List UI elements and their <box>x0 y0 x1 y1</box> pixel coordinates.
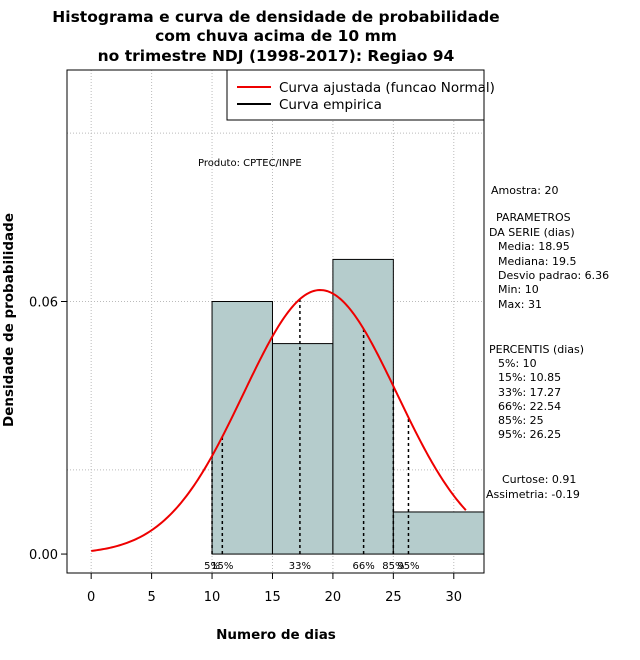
percentile-5: 5%: 10 <box>498 357 537 370</box>
percentile-85: 85%: 25 <box>498 414 544 427</box>
chart-title-line-3: no trimestre NDJ (1998-2017): Regiao 94 <box>98 47 455 65</box>
percentiles-title: PERCENTIS (dias) <box>489 343 584 356</box>
histogram-bar <box>392 511 485 555</box>
percentile-95: 95%: 26.25 <box>498 428 561 441</box>
stat-max: Max: 31 <box>498 298 542 311</box>
legend-label-fitted: Curva ajustada (funcao Normal) <box>279 80 495 96</box>
stat-min: Min: 10 <box>498 283 539 296</box>
legend-box <box>226 69 485 121</box>
params-title-1: PARAMETROS <box>496 211 571 224</box>
chart-title-line-1: Histograma e curva de densidade de proba… <box>52 8 499 26</box>
params-title-2: DA SERIE (dias) <box>489 226 575 239</box>
y-axis-label: Densidade de probabilidade <box>1 213 17 427</box>
x-tick-label: 5 <box>147 590 155 605</box>
x-tick-label: 25 <box>385 590 402 605</box>
grid-layer <box>67 70 484 573</box>
x-tick-label: 0 <box>87 590 95 605</box>
bars-layer <box>211 258 485 555</box>
sample-size-text: Amostra: 20 <box>491 184 558 197</box>
percentile-33: 33%: 17.27 <box>498 386 561 399</box>
percentile-label: 15% <box>211 561 233 572</box>
stat-median: Mediana: 19.5 <box>498 255 576 268</box>
side-panel: Amostra: 20 PARAMETROS DA SERIE (dias) M… <box>486 184 609 501</box>
percentile-label: 85% <box>382 561 404 572</box>
stat-mean: Media: 18.95 <box>498 240 570 253</box>
x-tick-label: 15 <box>264 590 281 605</box>
curve-layer <box>91 289 467 552</box>
x-tick-label: 20 <box>325 590 342 605</box>
x-tick-label: 10 <box>204 590 221 605</box>
percentile-label: 33% <box>289 561 311 572</box>
percentile-66: 66%: 22.54 <box>498 400 561 413</box>
product-annotation: Produto: CPTEC/INPE <box>198 158 302 169</box>
histogram-bar <box>271 343 334 555</box>
legend-label-empirical: Curva empirica <box>279 97 382 113</box>
kurtosis-text: Curtose: 0.91 <box>502 473 576 486</box>
skewness-text: Assimetria: -0.19 <box>486 488 580 501</box>
y-tick-label: 0.00 <box>29 548 58 563</box>
fitted-normal-curve <box>91 289 467 552</box>
legend: Curva ajustada (funcao Normal) Curva emp… <box>226 69 495 121</box>
y-tick-label: 0.06 <box>29 296 58 311</box>
percentile-label: 95% <box>397 561 419 572</box>
axis-layer: 0 5 10 15 20 25 30 0.00 0.06 <box>29 296 462 605</box>
histogram-bar <box>211 301 273 555</box>
stat-stddev: Desvio padrao: 6.36 <box>498 269 609 282</box>
percentile-lines-layer: 5%15% 33% 66% 85%95% <box>204 299 420 572</box>
percentile-label: 66% <box>352 561 374 572</box>
percentile-15: 15%: 10.85 <box>498 371 561 384</box>
x-tick-label: 30 <box>446 590 463 605</box>
percentile-label: 5% <box>204 561 220 572</box>
chart-title-line-2: com chuva acima de 10 mm <box>155 27 397 45</box>
x-axis-label: Numero de dias <box>216 627 336 643</box>
